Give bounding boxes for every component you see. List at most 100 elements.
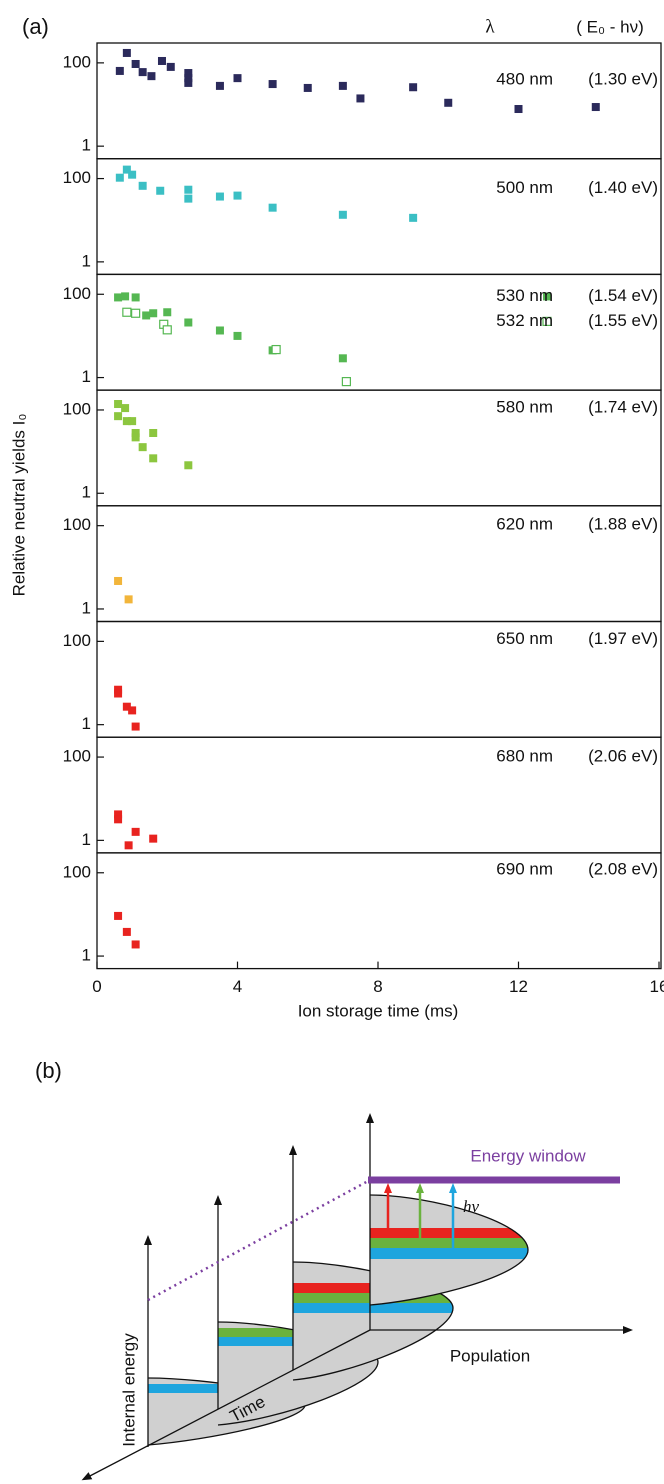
data-point	[215, 192, 224, 201]
data-point	[166, 62, 175, 71]
x-axis-label: Population	[450, 1346, 530, 1365]
data-point	[268, 203, 277, 212]
data-point	[131, 308, 141, 318]
data-point	[114, 689, 123, 698]
panel-label: (b)	[35, 1058, 62, 1083]
data-point	[115, 173, 124, 182]
data-point	[121, 404, 130, 413]
legend-marker	[543, 292, 551, 301]
data-point	[114, 400, 123, 409]
data-point	[149, 834, 158, 843]
x-tick-label: 0	[92, 977, 101, 996]
data-point	[122, 702, 131, 711]
data-point	[122, 417, 131, 426]
y-tick-label: 1	[82, 714, 91, 733]
data-point	[303, 83, 312, 92]
data-point	[122, 307, 132, 317]
data-point	[233, 331, 242, 340]
data-point	[128, 417, 137, 426]
data-point	[124, 841, 133, 850]
data-point	[114, 815, 123, 824]
y-tick-label: 1	[82, 136, 91, 155]
data-point	[131, 433, 140, 442]
data-point	[233, 191, 242, 200]
data-point	[184, 185, 193, 194]
wavelength-label: 690 nm	[496, 859, 553, 878]
data-point	[444, 98, 453, 107]
data-point	[131, 428, 140, 437]
wavelength-label: 680 nm	[496, 747, 553, 766]
data-point	[138, 68, 147, 77]
plot-frame	[96, 389, 662, 507]
time-axis	[81, 1329, 371, 1481]
y-tick-label: 100	[63, 168, 91, 187]
energy-label: (1.74 eV)	[588, 398, 658, 417]
data-point	[233, 74, 242, 83]
y-tick-label: 1	[82, 483, 91, 502]
data-point	[184, 78, 193, 87]
data-point	[157, 56, 166, 65]
energy-window-label: Energy window	[470, 1146, 586, 1165]
data-point	[184, 74, 193, 83]
data-point	[128, 170, 137, 179]
energy-label: (1.88 eV)	[588, 514, 658, 533]
x-axis-label: Ion storage time (ms)	[298, 1001, 459, 1020]
data-point	[341, 376, 351, 387]
panel-label: (a)	[22, 14, 49, 39]
y-tick-label: 100	[63, 515, 91, 534]
plot-frame	[96, 736, 662, 854]
y-tick-label: 100	[63, 284, 91, 303]
y-tick-label: 1	[82, 830, 91, 849]
plot-frame	[96, 273, 662, 391]
energy-label: (1.97 eV)	[588, 629, 658, 648]
data-point	[114, 412, 123, 421]
y-tick-label: 100	[63, 747, 91, 766]
data-point	[184, 461, 193, 470]
data-point	[131, 940, 140, 949]
data-point	[215, 326, 224, 335]
x-tick-label: 8	[373, 977, 382, 996]
data-point	[131, 827, 140, 836]
energy-label: (1.40 eV)	[588, 178, 658, 197]
diagram: (b) Energy window hν Internal energy Tim…	[35, 1058, 633, 1481]
data-point	[356, 94, 365, 103]
data-point	[138, 443, 147, 452]
plot-frame	[96, 620, 662, 738]
data-point	[149, 428, 158, 437]
photon-label: hν	[463, 1197, 480, 1216]
plot-frame	[96, 852, 662, 970]
data-point	[131, 722, 140, 731]
data-point	[163, 308, 172, 317]
data-point	[122, 927, 131, 936]
x-tick-label: 16	[650, 977, 664, 996]
plot-frame	[96, 158, 662, 276]
data-point	[591, 103, 600, 112]
data-point	[122, 48, 131, 57]
data-point	[215, 81, 224, 90]
y-tick-label: 100	[63, 631, 91, 650]
data-point	[156, 186, 165, 195]
y-tick-label: 1	[82, 251, 91, 270]
data-point	[131, 293, 140, 302]
data-point	[149, 309, 158, 318]
wavelength-label: 480 nm	[496, 69, 553, 88]
legend-label: 530 nm	[496, 286, 553, 305]
column-header: ( E₀ - hν)	[576, 17, 644, 36]
data-point	[131, 59, 140, 68]
data-point	[184, 69, 193, 78]
data-point	[147, 72, 156, 81]
y-tick-label: 1	[82, 946, 91, 965]
data-point	[338, 81, 347, 90]
data-point	[114, 576, 123, 585]
data-point	[122, 165, 131, 174]
y-axis-label: Internal energy	[119, 1333, 138, 1447]
legend-label: 532 nm	[496, 311, 553, 330]
data-point	[268, 80, 277, 89]
data-point	[409, 83, 418, 92]
wavelength-label: 650 nm	[496, 629, 553, 648]
legend-marker	[542, 316, 552, 326]
y-axis-label: Relative neutral yields I₀	[9, 414, 28, 597]
legend-energy: (1.55 eV)	[588, 311, 658, 330]
data-point	[409, 213, 418, 222]
